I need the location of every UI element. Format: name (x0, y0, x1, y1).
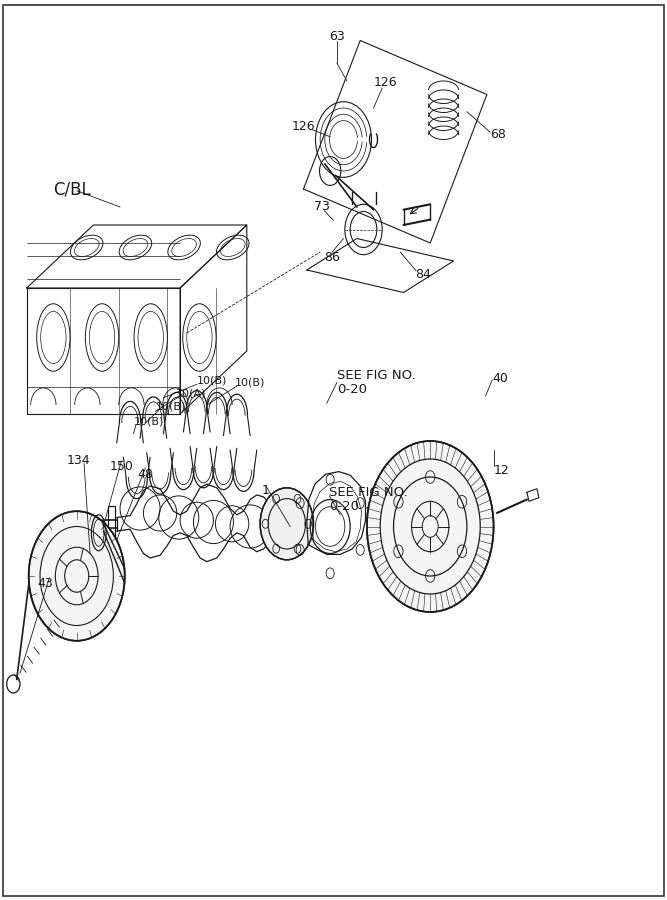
Text: 0-20: 0-20 (329, 500, 360, 513)
Text: 68: 68 (490, 129, 506, 141)
Text: 10(B): 10(B) (133, 416, 164, 427)
Text: 43: 43 (37, 577, 53, 590)
Text: 134: 134 (67, 454, 91, 467)
Text: 63: 63 (329, 30, 345, 42)
Bar (108, 506, 115, 542)
Text: 40: 40 (492, 372, 508, 384)
Circle shape (367, 441, 494, 612)
Text: SEE FIG NO.: SEE FIG NO. (337, 369, 416, 382)
Text: 73: 73 (313, 201, 329, 213)
Text: 0-20: 0-20 (337, 383, 367, 396)
Circle shape (260, 488, 313, 560)
Text: C/BL: C/BL (53, 180, 91, 198)
Text: 86: 86 (324, 251, 340, 264)
Circle shape (29, 511, 125, 641)
Text: 1: 1 (261, 484, 269, 497)
Text: 10(A): 10(A) (176, 388, 207, 399)
Text: 12: 12 (494, 464, 510, 477)
Text: SEE FIG NO.: SEE FIG NO. (329, 486, 408, 499)
Text: 150: 150 (109, 460, 133, 473)
Text: 126: 126 (374, 76, 398, 89)
Text: 10(B): 10(B) (156, 401, 187, 412)
Text: 84: 84 (416, 268, 432, 281)
Text: 10(B): 10(B) (197, 375, 227, 386)
Text: 10(B): 10(B) (235, 377, 265, 388)
Text: 48: 48 (137, 468, 153, 481)
Text: 126: 126 (291, 120, 315, 132)
